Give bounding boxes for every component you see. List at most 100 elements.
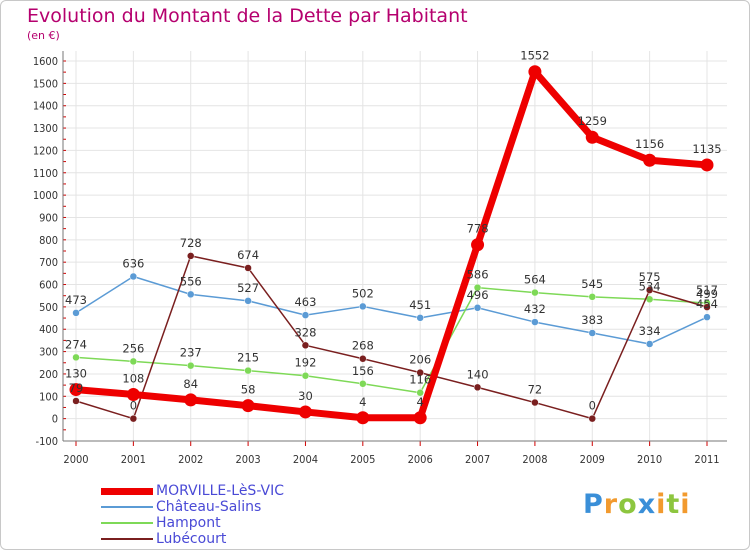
x-tick-label: 2007 — [465, 453, 490, 466]
chart-subtitle: (en €) — [27, 29, 60, 42]
data-label: 517 — [696, 283, 718, 297]
data-label: 4 — [359, 395, 366, 409]
data-label: 1135 — [692, 142, 721, 156]
series-point — [72, 353, 80, 362]
series-point — [645, 340, 654, 348]
data-label: 451 — [409, 298, 431, 312]
series-point — [301, 371, 310, 380]
series-point — [588, 414, 597, 423]
series-point — [72, 309, 80, 317]
data-label: 79 — [69, 381, 84, 395]
series-point — [298, 405, 312, 419]
chart-title: Evolution du Montant de la Dette par Hab… — [27, 5, 468, 27]
data-label: 527 — [237, 281, 259, 295]
data-label: 728 — [180, 236, 202, 250]
data-label: 575 — [639, 270, 661, 284]
data-label: 58 — [241, 383, 256, 397]
series-point — [471, 238, 485, 252]
series-point — [700, 158, 714, 172]
series-point — [413, 411, 427, 425]
data-label: 674 — [237, 248, 259, 262]
data-label: 463 — [294, 295, 316, 309]
series-lines — [69, 65, 714, 425]
x-tick-label: 2005 — [350, 453, 375, 466]
series-point — [585, 130, 599, 144]
data-label: 556 — [180, 274, 202, 288]
x-tick-label: 2009 — [580, 453, 605, 466]
series-point — [244, 297, 252, 305]
data-label: 496 — [467, 288, 489, 302]
legend-label: MORVILLE-LèS-VIC — [156, 483, 285, 499]
series-point — [416, 388, 424, 397]
data-label: 473 — [65, 293, 87, 307]
x-tick-label: 2003 — [235, 453, 260, 466]
data-label: 586 — [467, 268, 489, 282]
proxiti-logo: Proxiti — [583, 489, 691, 520]
data-labels: 130 108 84 58 30 4 4 778 1552 1259 1156 1135 473 636 5… — [65, 49, 722, 413]
data-label: 334 — [639, 324, 661, 338]
series-point — [703, 303, 711, 311]
series-point — [184, 393, 198, 407]
data-label: 778 — [467, 222, 489, 236]
x-tick-label: 2001 — [121, 453, 146, 466]
x-tick-label: 2010 — [637, 453, 662, 466]
series-point — [359, 354, 367, 363]
series-point — [416, 368, 424, 377]
y-tick-label: 1600 — [33, 55, 58, 68]
data-label: 116 — [409, 373, 431, 387]
grid-lines — [63, 51, 727, 442]
data-label: 30 — [298, 389, 313, 403]
y-tick-label: 0 — [52, 413, 58, 426]
series-point — [129, 272, 138, 281]
series-point — [69, 383, 83, 397]
series-point — [356, 411, 370, 425]
logo-letter: t — [666, 489, 681, 520]
data-label: 1552 — [520, 49, 549, 63]
data-label: 237 — [180, 346, 202, 360]
series-point — [126, 388, 140, 402]
x-tick-label: 2006 — [408, 453, 433, 466]
legend-swatch — [101, 506, 153, 508]
series-line — [75, 255, 708, 420]
y-tick-label: 1500 — [33, 77, 58, 90]
data-label: 0 — [130, 399, 137, 413]
y-tick-label: 300 — [39, 346, 58, 359]
data-label: 499 — [696, 287, 718, 301]
x-tick-label: 2008 — [522, 453, 547, 466]
series-point — [241, 399, 255, 413]
series-point — [244, 366, 252, 375]
series-point — [359, 380, 367, 388]
series-point — [531, 288, 539, 297]
logo-letter: o — [618, 489, 638, 520]
legend-swatch — [101, 488, 153, 495]
data-label: 72 — [528, 383, 543, 397]
y-tick-label: 1000 — [33, 189, 58, 202]
series-point — [473, 283, 482, 292]
data-label: 454 — [696, 297, 718, 311]
series-point — [531, 318, 539, 326]
data-label: 215 — [237, 351, 259, 365]
y-tick-label: 900 — [39, 211, 58, 224]
legend-label: Lubécourt — [156, 531, 227, 547]
series-point — [703, 313, 711, 321]
series-point — [72, 397, 80, 405]
series-line — [75, 286, 708, 394]
x-tick-label: 2011 — [694, 453, 719, 466]
series-point — [643, 153, 657, 167]
data-label: 84 — [183, 377, 198, 391]
y-tick-label: 1100 — [33, 167, 58, 180]
y-tick-label: 1200 — [33, 144, 58, 157]
axes: -100010020030040050060070080090010001100… — [33, 51, 727, 466]
series-line — [72, 68, 711, 422]
y-tick-label: -100 — [36, 435, 58, 448]
data-label: 383 — [581, 313, 603, 327]
logo-letter: P — [583, 489, 604, 520]
data-label: 1259 — [578, 114, 607, 128]
logo-letter: x — [637, 489, 657, 520]
data-label: 328 — [294, 325, 316, 339]
series-point — [531, 398, 539, 407]
legend-swatch — [101, 538, 153, 540]
series-point — [528, 65, 542, 79]
data-label: 564 — [524, 273, 546, 287]
series-point — [359, 302, 367, 311]
